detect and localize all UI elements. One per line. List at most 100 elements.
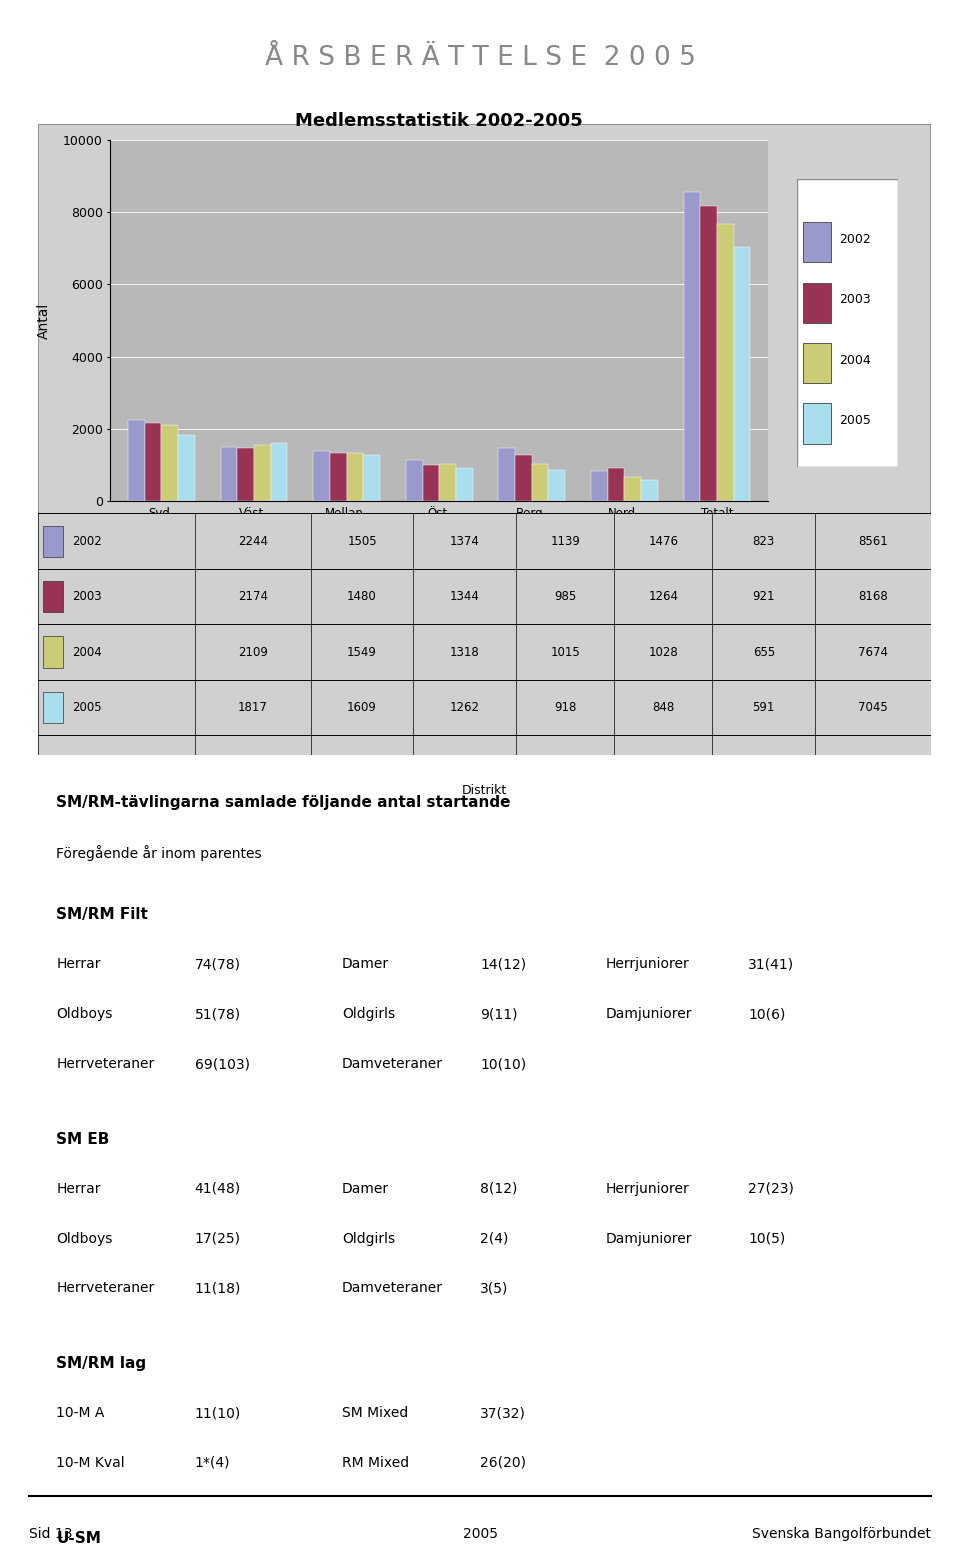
- Text: 1262: 1262: [449, 702, 480, 714]
- Text: 2002: 2002: [72, 535, 102, 548]
- Text: 10(10): 10(10): [480, 1057, 526, 1071]
- Text: RM Mixed: RM Mixed: [342, 1456, 409, 1470]
- Text: 985: 985: [554, 590, 576, 604]
- Text: 1609: 1609: [348, 702, 377, 714]
- Text: 1549: 1549: [348, 646, 377, 658]
- Text: 10(6): 10(6): [748, 1007, 785, 1021]
- Text: 8168: 8168: [858, 590, 888, 604]
- Text: Damveteraner: Damveteraner: [342, 1282, 443, 1296]
- Text: 10-M A: 10-M A: [57, 1407, 105, 1421]
- Text: 9(11): 9(11): [480, 1007, 517, 1021]
- Text: 2003: 2003: [839, 294, 871, 307]
- Text: 1817: 1817: [238, 702, 268, 714]
- Bar: [684, 191, 701, 501]
- Text: SM/RM lag: SM/RM lag: [57, 1357, 146, 1371]
- FancyBboxPatch shape: [38, 513, 931, 755]
- Bar: [498, 448, 516, 501]
- Text: 1*(4): 1*(4): [195, 1456, 230, 1470]
- Bar: [456, 468, 472, 501]
- Bar: [701, 207, 717, 501]
- Bar: [624, 478, 641, 501]
- Text: 848: 848: [652, 702, 675, 714]
- Bar: [641, 479, 658, 501]
- Text: 2004: 2004: [72, 646, 102, 658]
- Text: 1505: 1505: [348, 535, 377, 548]
- Bar: [128, 420, 145, 501]
- FancyBboxPatch shape: [43, 692, 62, 724]
- Bar: [221, 447, 237, 501]
- Bar: [237, 448, 254, 501]
- Bar: [591, 471, 608, 501]
- FancyBboxPatch shape: [43, 580, 62, 613]
- Bar: [313, 451, 330, 501]
- Text: 37(32): 37(32): [480, 1407, 526, 1421]
- Text: Herrveteraner: Herrveteraner: [57, 1282, 155, 1296]
- Text: SM EB: SM EB: [57, 1131, 109, 1147]
- Text: 11(10): 11(10): [195, 1407, 241, 1421]
- Text: 7045: 7045: [858, 702, 888, 714]
- Text: 8561: 8561: [858, 535, 888, 548]
- Text: Oldgirls: Oldgirls: [342, 1231, 396, 1245]
- FancyBboxPatch shape: [43, 636, 62, 668]
- FancyBboxPatch shape: [803, 283, 831, 324]
- Text: 591: 591: [753, 702, 775, 714]
- Text: SM/RM-tävlingarna samlade följande antal startande: SM/RM-tävlingarna samlade följande antal…: [57, 795, 511, 811]
- Text: 1028: 1028: [649, 646, 678, 658]
- FancyBboxPatch shape: [43, 526, 62, 557]
- Text: Sid 13: Sid 13: [29, 1526, 72, 1540]
- Text: Damer: Damer: [342, 1181, 389, 1195]
- Text: Föregående år inom parentes: Föregående år inom parentes: [57, 845, 262, 860]
- FancyBboxPatch shape: [803, 342, 831, 383]
- Text: Damjuniorer: Damjuniorer: [606, 1007, 692, 1021]
- Text: 31(41): 31(41): [748, 957, 794, 971]
- Text: 1476: 1476: [648, 535, 679, 548]
- Text: Oldboys: Oldboys: [57, 1007, 112, 1021]
- FancyBboxPatch shape: [38, 124, 931, 755]
- Text: Herrveteraner: Herrveteraner: [57, 1057, 155, 1071]
- Text: 1015: 1015: [550, 646, 580, 658]
- Text: 7674: 7674: [858, 646, 888, 658]
- Text: U-SM: U-SM: [57, 1531, 101, 1545]
- Bar: [608, 468, 624, 501]
- Bar: [330, 453, 347, 501]
- Bar: [363, 456, 380, 501]
- Text: Oldboys: Oldboys: [57, 1231, 112, 1245]
- Text: SM Mixed: SM Mixed: [342, 1407, 408, 1421]
- Title: Medlemsstatistik 2002-2005: Medlemsstatistik 2002-2005: [296, 112, 583, 131]
- Text: 2109: 2109: [238, 646, 268, 658]
- Text: 8(12): 8(12): [480, 1181, 517, 1195]
- Bar: [406, 461, 422, 501]
- FancyBboxPatch shape: [803, 403, 831, 443]
- Text: Damjuniorer: Damjuniorer: [606, 1231, 692, 1245]
- Text: Distrikt: Distrikt: [462, 784, 508, 797]
- Y-axis label: Antal: Antal: [37, 302, 51, 339]
- Text: 2005: 2005: [839, 414, 871, 428]
- Bar: [161, 425, 178, 501]
- Text: 17(25): 17(25): [195, 1231, 241, 1245]
- Text: 2005: 2005: [463, 1526, 497, 1540]
- Text: 1139: 1139: [550, 535, 580, 548]
- Text: 3(5): 3(5): [480, 1282, 509, 1296]
- Text: 655: 655: [753, 646, 775, 658]
- Text: 1374: 1374: [450, 535, 480, 548]
- Text: 2002: 2002: [839, 233, 871, 246]
- Bar: [178, 436, 195, 501]
- Bar: [717, 224, 733, 501]
- Bar: [347, 453, 363, 501]
- Text: 10-M Kval: 10-M Kval: [57, 1456, 125, 1470]
- Text: 51(78): 51(78): [195, 1007, 241, 1021]
- Text: 2174: 2174: [238, 590, 268, 604]
- Text: Herrjuniorer: Herrjuniorer: [606, 1181, 689, 1195]
- Text: 74(78): 74(78): [195, 957, 241, 971]
- Bar: [516, 456, 532, 501]
- Bar: [733, 247, 751, 501]
- Bar: [271, 443, 287, 501]
- Text: Damer: Damer: [342, 957, 389, 971]
- Text: 1480: 1480: [348, 590, 377, 604]
- Text: 11(18): 11(18): [195, 1282, 241, 1296]
- Text: 1264: 1264: [648, 590, 679, 604]
- Text: SM/RM Filt: SM/RM Filt: [57, 907, 148, 923]
- Text: 2004: 2004: [839, 353, 871, 367]
- Text: 2244: 2244: [238, 535, 268, 548]
- FancyBboxPatch shape: [797, 179, 898, 467]
